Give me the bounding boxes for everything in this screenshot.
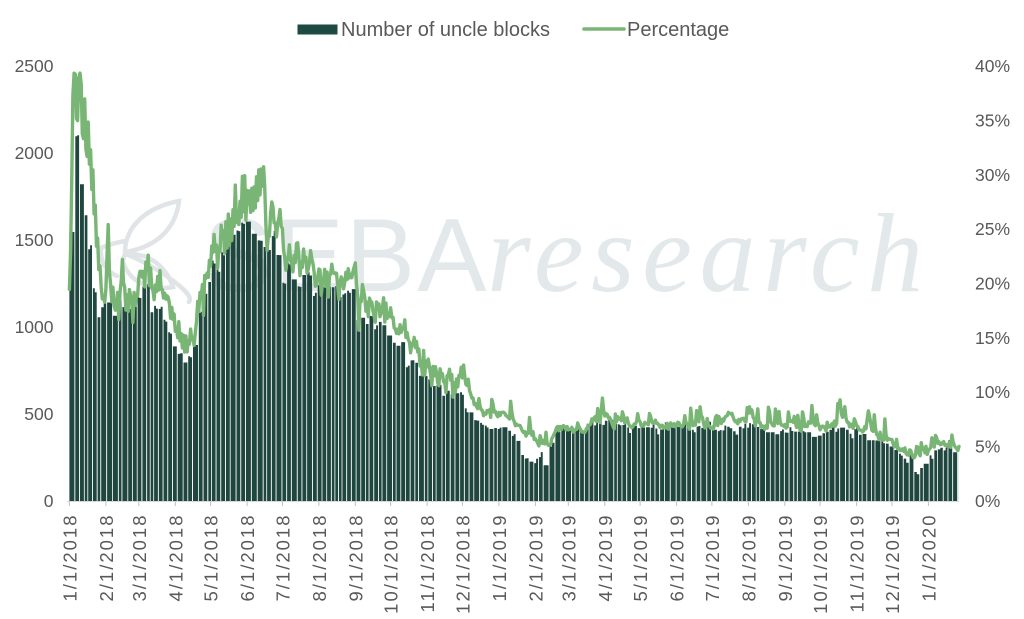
svg-text:500: 500 — [24, 404, 53, 424]
svg-text:2000: 2000 — [15, 143, 54, 163]
svg-text:7/1/2018: 7/1/2018 — [272, 514, 293, 602]
svg-text:20%: 20% — [975, 274, 1010, 294]
svg-text:4/1/2018: 4/1/2018 — [165, 514, 186, 602]
svg-text:1/1/2020: 1/1/2020 — [918, 514, 939, 602]
svg-text:5/1/2018: 5/1/2018 — [201, 514, 222, 602]
svg-text:3/1/2018: 3/1/2018 — [129, 514, 150, 602]
svg-text:12/1/2019: 12/1/2019 — [882, 514, 903, 614]
svg-text:40%: 40% — [975, 56, 1010, 76]
svg-text:3/1/2019: 3/1/2019 — [558, 514, 579, 602]
svg-text:6/1/2019: 6/1/2019 — [667, 514, 688, 602]
svg-text:0: 0 — [44, 491, 54, 511]
svg-text:12/1/2018: 12/1/2018 — [452, 514, 473, 614]
svg-text:35%: 35% — [975, 110, 1010, 130]
svg-text:0%: 0% — [975, 491, 1000, 511]
svg-text:10/1/2018: 10/1/2018 — [381, 514, 402, 614]
svg-text:1500: 1500 — [15, 230, 54, 250]
svg-text:11/1/2019: 11/1/2019 — [847, 514, 868, 613]
svg-text:15%: 15% — [975, 328, 1010, 348]
svg-text:Number of uncle blocks: Number of uncle blocks — [341, 19, 550, 41]
svg-text:10%: 10% — [975, 382, 1010, 402]
svg-text:2/1/2018: 2/1/2018 — [96, 514, 117, 602]
svg-text:research: research — [487, 192, 931, 316]
svg-text:5%: 5% — [975, 437, 1000, 457]
svg-text:7/1/2019: 7/1/2019 — [702, 514, 723, 602]
svg-text:10/1/2019: 10/1/2019 — [810, 514, 831, 614]
svg-text:8/1/2018: 8/1/2018 — [309, 514, 330, 602]
svg-text:4/1/2019: 4/1/2019 — [595, 514, 616, 602]
svg-text:5/1/2019: 5/1/2019 — [630, 514, 651, 602]
svg-text:8/1/2019: 8/1/2019 — [738, 514, 759, 602]
svg-text:1/1/2019: 1/1/2019 — [489, 514, 510, 602]
svg-text:25%: 25% — [975, 219, 1010, 239]
svg-text:30%: 30% — [975, 165, 1010, 185]
svg-text:1000: 1000 — [15, 317, 54, 337]
svg-text:2500: 2500 — [15, 56, 54, 76]
svg-text:9/1/2019: 9/1/2019 — [775, 514, 796, 602]
svg-text:6/1/2018: 6/1/2018 — [237, 514, 258, 602]
svg-text:9/1/2018: 9/1/2018 — [345, 514, 366, 602]
svg-text:11/1/2018: 11/1/2018 — [417, 514, 438, 613]
svg-text:2/1/2019: 2/1/2019 — [525, 514, 546, 602]
svg-text:Percentage: Percentage — [627, 19, 729, 41]
svg-text:1/1/2018: 1/1/2018 — [59, 514, 80, 602]
